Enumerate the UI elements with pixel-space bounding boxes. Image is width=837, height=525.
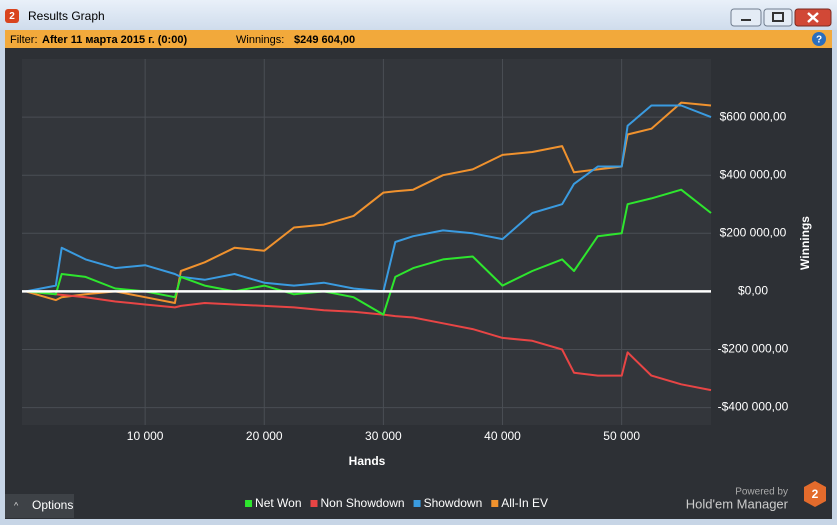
- filter-value: After 11 марта 2015 г. (0:00): [42, 34, 187, 46]
- minimize-glyph: [741, 19, 751, 21]
- legend-swatch: [491, 500, 499, 507]
- x-tick-label: 10 000: [127, 429, 164, 443]
- minimize-button[interactable]: [730, 8, 762, 27]
- x-axis-label: Hands: [349, 454, 386, 468]
- winnings-value: $249 604,00: [294, 34, 355, 46]
- legend-label: All-In EV: [501, 496, 548, 510]
- x-tick-label: 40 000: [484, 429, 521, 443]
- legend-swatch: [245, 500, 253, 507]
- y-axis-label: Winnings: [798, 216, 812, 270]
- powered-by: Powered by: [735, 487, 788, 498]
- x-tick-label: 50 000: [603, 429, 640, 443]
- x-tick-label: 30 000: [365, 429, 402, 443]
- brand-logo-glyph: 2: [812, 487, 819, 501]
- window-controls[interactable]: [730, 8, 832, 27]
- legend-swatch: [413, 500, 421, 507]
- y-tick-label: -$200 000,00: [718, 342, 789, 356]
- y-tick-label: $600 000,00: [720, 109, 787, 123]
- help-button[interactable]: [812, 32, 826, 46]
- x-tick-label: 20 000: [246, 429, 283, 443]
- brand-logo: [804, 481, 826, 507]
- y-tick-label: $400 000,00: [720, 167, 787, 181]
- app-icon: [5, 9, 19, 23]
- close-glyph: [807, 12, 819, 23]
- brand-name: Hold'em Manager: [686, 496, 789, 511]
- filter-bar: [5, 30, 832, 48]
- help-glyph: ?: [816, 35, 822, 46]
- window-title: Results Graph: [28, 9, 105, 23]
- maximize-button[interactable]: [763, 8, 793, 27]
- filter-label: Filter:: [10, 34, 38, 46]
- winnings-label: Winnings:: [236, 34, 284, 46]
- legend-label: Showdown: [424, 496, 483, 510]
- options-label: Options: [32, 498, 73, 512]
- series-line: [25, 101, 712, 304]
- options-arrow: ^: [14, 500, 19, 510]
- app-icon-glyph: 2: [9, 11, 15, 22]
- legend-label: Net Won: [255, 496, 301, 510]
- maximize-glyph: [772, 12, 784, 22]
- y-tick-label: $0,00: [738, 284, 768, 298]
- legend-swatch: [310, 500, 318, 507]
- options-button[interactable]: [5, 494, 74, 518]
- y-tick-label: -$400 000,00: [718, 400, 789, 414]
- title-bar: [0, 0, 837, 30]
- y-tick-label: $200 000,00: [720, 225, 787, 239]
- plot-area: [22, 59, 711, 425]
- legend-label: Non Showdown: [321, 496, 405, 510]
